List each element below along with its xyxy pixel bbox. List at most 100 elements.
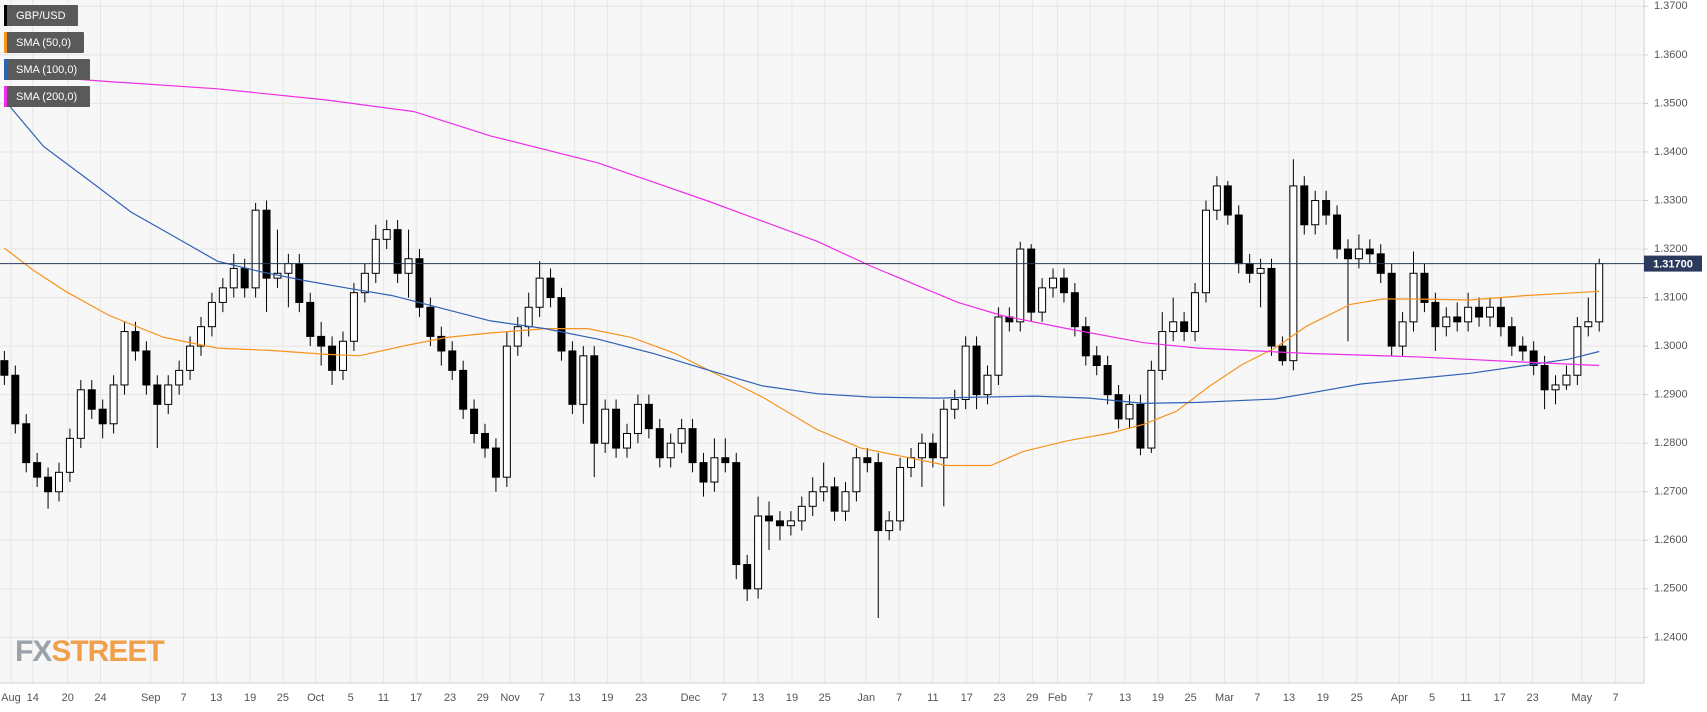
y-tick-label: 1.2800 [1654, 437, 1688, 449]
sma-lines [3, 73, 1600, 467]
candle-body [896, 466, 905, 522]
candle-body [939, 408, 948, 459]
candle-body [306, 301, 315, 337]
candle-body [54, 471, 63, 493]
x-tick-label: 25 [1185, 692, 1197, 704]
x-tick-label: 25 [819, 692, 831, 704]
candle-body [1584, 321, 1593, 328]
candle-body [1223, 185, 1232, 216]
candle-body [459, 369, 468, 410]
candle-body [393, 229, 402, 274]
y-tick-label: 1.3700 [1654, 0, 1688, 12]
candle-body [1278, 345, 1287, 362]
candle-body [666, 442, 675, 459]
x-tick-label: 25 [277, 692, 289, 704]
legend-swatch [4, 59, 7, 80]
candle-body [841, 491, 850, 512]
x-tick-label: 5 [348, 692, 354, 704]
candle-body [917, 442, 926, 459]
x-tick-label: 7 [721, 692, 727, 704]
y-tick-label: 1.3500 [1654, 97, 1688, 109]
candle-body [928, 442, 937, 459]
candle-body [688, 428, 697, 464]
legend-label: SMA (200,0) [16, 91, 77, 103]
x-tick-label: Apr [1391, 692, 1408, 704]
candle-body [885, 520, 894, 532]
candle-body [601, 408, 610, 444]
x-tick-label: 5 [1429, 692, 1435, 704]
candle-body [1070, 292, 1079, 328]
x-tick-label: Nov [500, 692, 520, 704]
candle-body [710, 457, 719, 483]
y-tick-label: 1.2600 [1654, 534, 1688, 546]
x-tick-label: 17 [410, 692, 422, 704]
candle-body [1409, 272, 1418, 323]
candle-body [830, 486, 839, 512]
candle-body [186, 345, 195, 371]
candle-body [983, 374, 992, 396]
x-tick-label: 7 [1087, 692, 1093, 704]
candle-body [502, 345, 511, 478]
candle-body [1507, 326, 1516, 347]
candle-body [371, 238, 380, 274]
y-tick-label: 1.3200 [1654, 243, 1688, 255]
candle-body [1475, 306, 1484, 318]
x-tick-label: 20 [62, 692, 74, 704]
candle-body [1365, 248, 1374, 255]
candle-body [1464, 306, 1473, 323]
candle-body [1354, 248, 1363, 260]
candle-body [1267, 267, 1276, 347]
candle-body [568, 350, 577, 405]
logo-part: STREET [51, 635, 164, 668]
candle-body [1442, 316, 1451, 328]
candle-body [284, 263, 293, 274]
candle-body [1049, 277, 1058, 289]
candle-body [437, 335, 446, 352]
candle-body [775, 520, 784, 527]
candle-body [207, 301, 216, 328]
candle-body [1059, 277, 1068, 294]
candle-body [44, 476, 53, 493]
candle-body [1038, 287, 1047, 313]
x-tick-label: 11 [1460, 692, 1471, 704]
candle-body [295, 263, 304, 303]
candle-body [1125, 403, 1134, 420]
candle-body [655, 428, 664, 459]
x-tick-label: Jan [857, 692, 875, 704]
candle-body [524, 306, 533, 328]
candle-body [1311, 199, 1320, 226]
candle-body [1518, 345, 1527, 352]
candle-body [87, 389, 96, 410]
x-tick-label: 19 [601, 692, 613, 704]
candle-body [251, 209, 260, 289]
legend-swatch [4, 86, 7, 107]
sma-line [3, 99, 1600, 405]
legend-box [4, 59, 90, 80]
candle-body [765, 515, 774, 522]
candle-body [1289, 185, 1298, 362]
candle-body [33, 462, 42, 478]
x-tick-label: 19 [1152, 692, 1164, 704]
candle-body [1453, 316, 1462, 323]
x-tick-label: Oct [307, 692, 324, 704]
candle-body [863, 457, 872, 464]
candle-body [612, 408, 621, 449]
candle-body [1551, 384, 1560, 391]
candle-body [1398, 321, 1407, 347]
candle-body [1169, 321, 1178, 333]
x-tick-label: Dec [681, 692, 701, 704]
candle-body [677, 428, 686, 444]
candle-body [1016, 248, 1025, 323]
x-tick-label: 7 [1613, 692, 1619, 704]
candle-body [1573, 326, 1582, 376]
candle-body [590, 355, 599, 444]
legend-label: SMA (100,0) [16, 64, 77, 76]
x-tick-label: 19 [1317, 692, 1329, 704]
candle-body [535, 277, 544, 308]
x-tick-label: 24 [94, 692, 106, 704]
candle-body [1081, 326, 1090, 357]
x-tick-label: 14 [27, 692, 39, 704]
x-tick-label: 7 [1254, 692, 1260, 704]
y-tick-label: 1.2400 [1654, 631, 1688, 643]
candle-body [1595, 263, 1604, 323]
